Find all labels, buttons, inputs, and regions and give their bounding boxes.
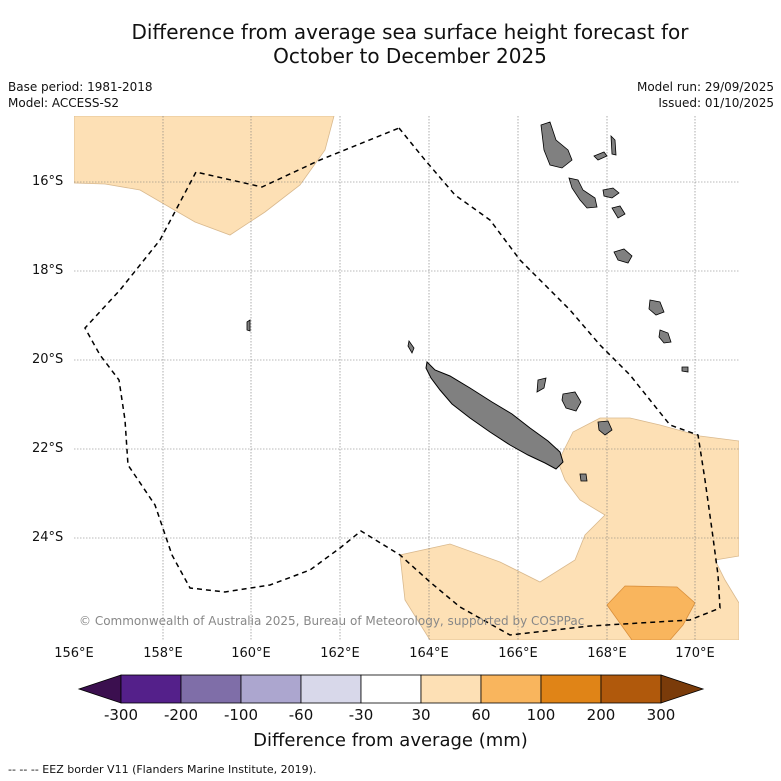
model-run: Model run: 29/09/2025 [636, 80, 774, 94]
eez-border [84, 127, 721, 636]
vanuatu-tanna [658, 329, 672, 344]
vanuatu-epi [611, 205, 626, 219]
lon-label-160e: 160°E [231, 646, 271, 661]
colorbar-bin-minus30-30 [360, 674, 422, 704]
lon-label-168e: 168°E [587, 646, 627, 661]
vanuatu-aneityum [681, 366, 689, 373]
colorbar-extend-high [660, 674, 705, 704]
vanuatu-efate [613, 248, 633, 264]
vanuatu-pentecost [602, 187, 620, 199]
lat-label-16s: 16°S [32, 174, 64, 189]
colorbar-bin-minus300-minus200 [120, 674, 182, 704]
model-name: Model: ACCESS-S2 [8, 96, 120, 110]
belep-islands [407, 340, 415, 354]
lon-label-162e: 162°E [320, 646, 360, 661]
graticule [74, 116, 739, 640]
mare-island [597, 420, 613, 436]
title-line-1: Difference from average sea surface heig… [131, 20, 689, 44]
lifou-island [561, 391, 582, 412]
anomaly-region-southeast [399, 417, 739, 640]
lat-label-18s: 18°S [32, 263, 64, 278]
colorbar-bin-100-200 [540, 674, 602, 704]
colorbar-tick: 30 [411, 706, 431, 724]
colorbar-bin-minus200-minus100 [180, 674, 242, 704]
colorbar-bin-60-100 [480, 674, 542, 704]
vanuatu-espiritu-santo [540, 121, 573, 169]
eez-footnote: -- -- -- EEZ border V11 (Flanders Marine… [8, 763, 317, 776]
colorbar [77, 674, 705, 704]
map-area [74, 116, 739, 640]
colorbar-tick: 100 [526, 706, 556, 724]
colorbar-bin-minus100-minus60 [240, 674, 302, 704]
vanuatu-erromango [648, 299, 665, 316]
anomaly-region-northwest [74, 116, 335, 236]
lon-label-170e: 170°E [675, 646, 715, 661]
lon-label-164e: 164°E [409, 646, 449, 661]
vanuatu-maewo [610, 134, 617, 156]
lat-label-20s: 20°S [32, 352, 64, 367]
small-reef-island [246, 319, 251, 332]
colorbar-tick: -200 [163, 706, 199, 724]
colorbar-tick: 300 [646, 706, 676, 724]
lon-label-166e: 166°E [498, 646, 538, 661]
colorbar-tick: -30 [348, 706, 374, 724]
isle-of-pines [579, 473, 588, 482]
anomaly-region-60-100 [606, 585, 696, 640]
meta-left: Base period: 1981-2018 Model: ACCESS-S2 [8, 79, 153, 111]
lon-label-156e: 156°E [54, 646, 94, 661]
colorbar-tick: 200 [586, 706, 616, 724]
lat-label-24s: 24°S [32, 530, 64, 545]
vanuatu-malakula [568, 177, 598, 209]
ouvea-island [536, 377, 547, 393]
base-period: Base period: 1981-2018 [8, 80, 153, 94]
lat-label-22s: 22°S [32, 441, 64, 456]
colorbar-tick: -300 [103, 706, 139, 724]
vanuatu-ambae [593, 151, 608, 161]
colorbar-bin-30-60 [420, 674, 482, 704]
colorbar-label: Difference from average (mm) [253, 730, 528, 751]
colorbar-bin-200-300 [600, 674, 662, 704]
colorbar-tick: -60 [288, 706, 314, 724]
colorbar-tick: -100 [223, 706, 259, 724]
issued-date: Issued: 01/10/2025 [658, 96, 774, 110]
chart-title: Difference from average sea surface heig… [60, 20, 760, 68]
lon-label-158e: 158°E [143, 646, 183, 661]
title-line-2: October to December 2025 [273, 44, 547, 68]
new-caledonia-grande-terre [425, 360, 564, 470]
colorbar-tick: 60 [471, 706, 491, 724]
colorbar-extend-low [77, 674, 122, 704]
meta-right: Model run: 29/09/2025 Issued: 01/10/2025 [637, 79, 774, 111]
copyright-notice: © Commonwealth of Australia 2025, Bureau… [79, 614, 585, 628]
colorbar-bin-minus60-minus30 [300, 674, 362, 704]
